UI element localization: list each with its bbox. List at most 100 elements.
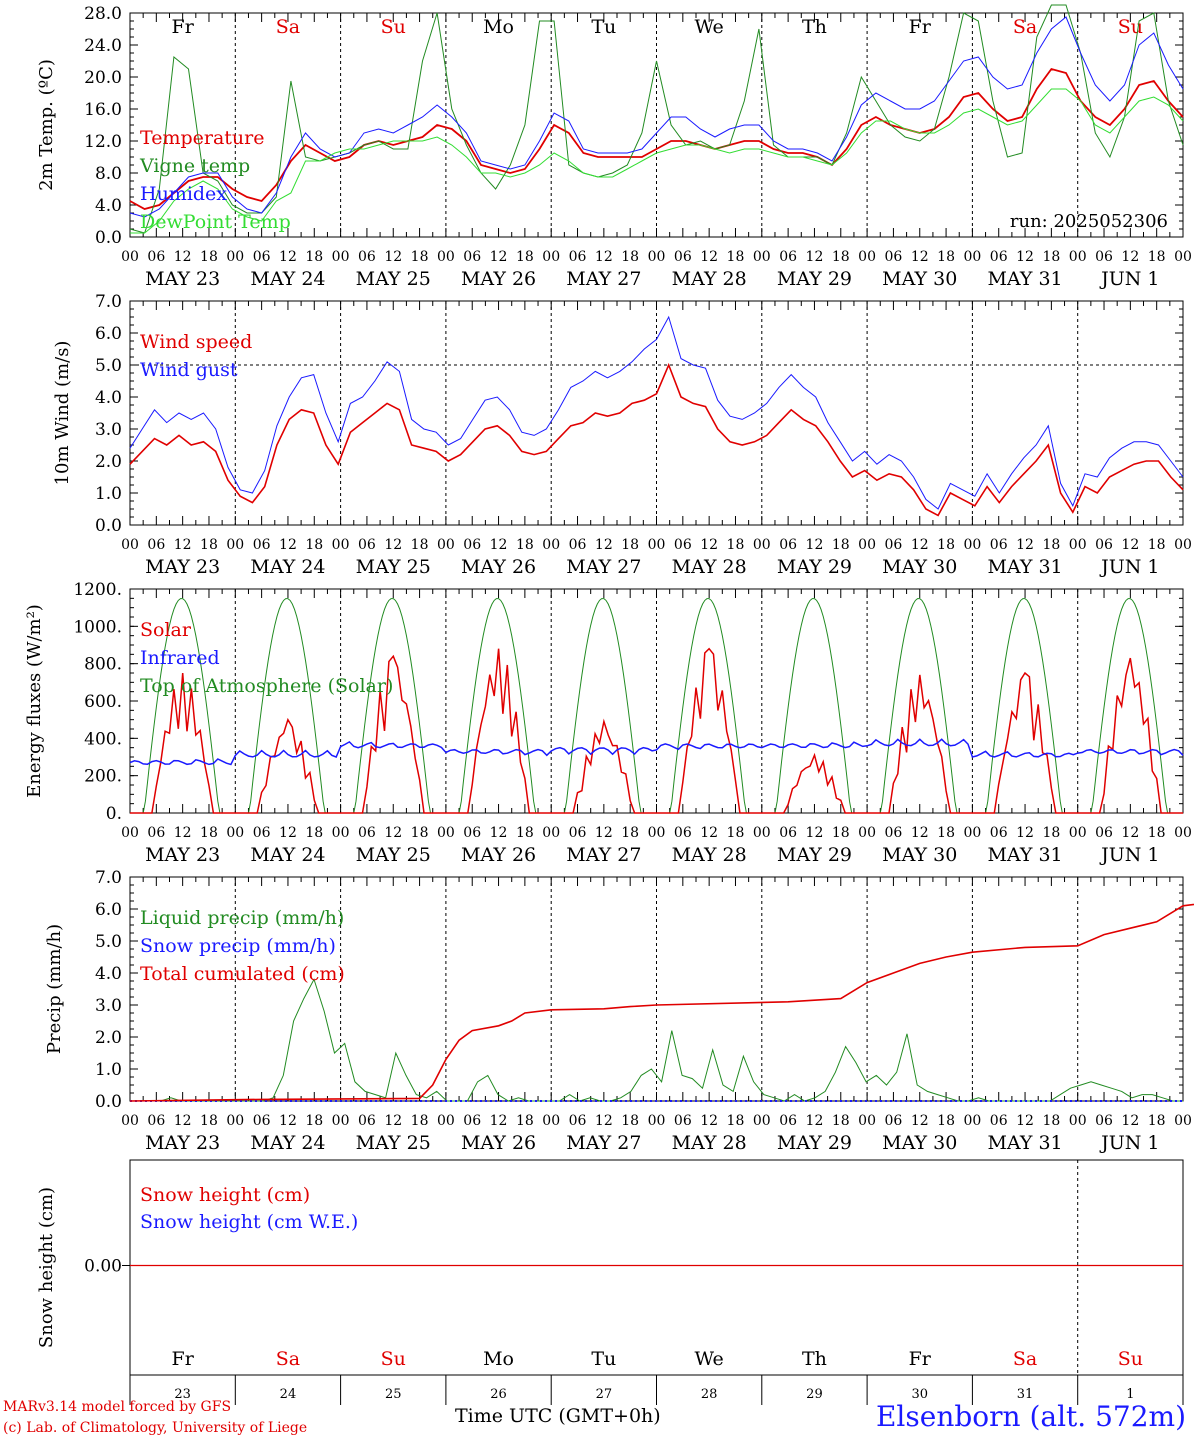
- day-number-label: 27: [596, 1387, 613, 1402]
- hour-tick-label: 12: [595, 537, 613, 553]
- hour-tick-label: 06: [147, 537, 165, 553]
- station-name: Elsenborn (alt. 572m): [875, 1400, 1186, 1433]
- date-label: JUN 1: [1099, 556, 1159, 578]
- weekday-label: Fr: [909, 1348, 932, 1370]
- hour-tick-label: 12: [700, 1113, 718, 1129]
- hour-tick-label: 00: [648, 537, 666, 553]
- date-label: MAY 31: [987, 844, 1062, 866]
- hour-tick-label: 12: [490, 249, 508, 265]
- hour-tick-label: 00: [1174, 249, 1192, 265]
- hour-tick-label: 12: [1016, 249, 1034, 265]
- hour-tick-label: 12: [595, 825, 613, 841]
- hour-tick-label: 06: [358, 249, 376, 265]
- day-number-label: 29: [806, 1387, 823, 1402]
- hour-tick-label: 12: [806, 1113, 824, 1129]
- legend-entry: Snow height (cm W.E.): [140, 1211, 358, 1233]
- y-tick-label: 0.0: [95, 228, 122, 248]
- y-tick-label: 5.0: [95, 356, 122, 376]
- date-label: MAY 31: [987, 1132, 1062, 1154]
- hour-tick-label: 06: [990, 825, 1008, 841]
- weekday-label: Su: [1118, 16, 1143, 38]
- hour-tick-label: 18: [937, 825, 955, 841]
- hour-tick-label: 06: [779, 825, 797, 841]
- panel-3: 00 06 12 18 00 06 12 18 00 06 12 18 00 06 12 18 00 06 12 18…: [121, 588, 1192, 866]
- legend-entry: Total cumulated (cm): [140, 963, 345, 985]
- hour-tick-label: 18: [1148, 825, 1166, 841]
- hour-tick-label: 12: [279, 249, 297, 265]
- hour-tick-label: 12: [700, 825, 718, 841]
- y-tick-label: 20.0: [84, 68, 122, 88]
- y-tick-label: 24.0: [84, 36, 122, 56]
- hour-tick-label: 18: [832, 249, 850, 265]
- date-label: MAY 27: [566, 556, 641, 578]
- y-tick-label: 5.0: [95, 932, 122, 952]
- hour-tick-label: 18: [411, 537, 429, 553]
- hour-tick-label: 18: [516, 537, 534, 553]
- hour-tick-label: 12: [806, 537, 824, 553]
- hour-tick-label: 00: [542, 537, 560, 553]
- hour-tick-label: 18: [200, 1113, 218, 1129]
- hour-tick-label: 18: [200, 825, 218, 841]
- hour-tick-label: 18: [1042, 249, 1060, 265]
- hour-tick-label: 12: [1016, 1113, 1034, 1129]
- hour-tick-label: 00: [963, 537, 981, 553]
- day-number-label: 24: [280, 1387, 297, 1402]
- hour-tick-label: 12: [174, 249, 192, 265]
- weekday-label: Fr: [172, 1348, 195, 1370]
- hour-tick-label: 06: [990, 537, 1008, 553]
- date-label: JUN 1: [1099, 844, 1159, 866]
- weekday-label: Sa: [276, 16, 300, 38]
- hour-tick-label: 06: [463, 1113, 481, 1129]
- hour-tick-label: 18: [621, 249, 639, 265]
- y-tick-label: 2.0: [95, 452, 122, 472]
- weekday-label: Fr: [909, 16, 932, 38]
- hour-tick-label: 18: [411, 825, 429, 841]
- hour-tick-label: 00: [1174, 1113, 1192, 1129]
- hour-tick-label: 00: [963, 1113, 981, 1129]
- date-label: MAY 30: [882, 844, 957, 866]
- series-wind-speed: [129, 362, 1184, 517]
- weekday-label: Mo: [483, 16, 514, 38]
- date-label: MAY 24: [250, 268, 325, 290]
- hour-tick-label: 00: [226, 249, 244, 265]
- weekday-label: Mo: [483, 1348, 514, 1370]
- hour-tick-label: 06: [569, 249, 587, 265]
- hour-tick-label: 18: [1042, 537, 1060, 553]
- lab-credit: (c) Lab. of Climatology, University of L…: [3, 1420, 308, 1436]
- hour-tick-label: 00: [1069, 249, 1087, 265]
- weekday-label: Th: [802, 16, 827, 38]
- hour-tick-label: 00: [437, 537, 455, 553]
- hour-tick-label: 12: [490, 537, 508, 553]
- y-tick-label: 1.0: [95, 1060, 122, 1080]
- y-axis-label: 2m Temp. (ºC): [36, 59, 57, 191]
- hour-tick-label: 12: [911, 249, 929, 265]
- date-label: MAY 27: [566, 844, 641, 866]
- y-tick-label: 28.0: [84, 4, 122, 24]
- weekday-label: We: [695, 1348, 724, 1370]
- day-number-label: 28: [701, 1387, 718, 1402]
- weekday-label: Tu: [591, 1348, 616, 1370]
- date-label: MAY 23: [145, 556, 220, 578]
- hour-tick-label: 18: [832, 537, 850, 553]
- y-tick-label: 7.0: [95, 868, 122, 888]
- date-label: MAY 29: [777, 844, 852, 866]
- legend-entry: DewPoint Temp: [140, 211, 291, 233]
- weekday-label: Sa: [1013, 1348, 1037, 1370]
- hour-tick-label: 12: [490, 1113, 508, 1129]
- hour-tick-label: 18: [621, 537, 639, 553]
- day-number-label: 31: [1017, 1387, 1034, 1402]
- hour-tick-label: 12: [595, 1113, 613, 1129]
- hour-tick-label: 06: [1095, 1113, 1113, 1129]
- hour-tick-label: 18: [305, 249, 323, 265]
- hour-tick-label: 00: [332, 249, 350, 265]
- date-label: MAY 28: [672, 1132, 747, 1154]
- date-label: JUN 1: [1099, 1132, 1159, 1154]
- hour-tick-label: 00: [332, 825, 350, 841]
- legend-entry: Wind gust: [140, 359, 238, 381]
- y-axis-label: 10m Wind (m/s): [52, 341, 73, 486]
- hour-tick-label: 06: [779, 1113, 797, 1129]
- weekday-label: Tu: [591, 16, 616, 38]
- series-dewpoint-temp: [130, 88, 1184, 234]
- panel-frame: [129, 300, 1184, 526]
- hour-tick-label: 06: [358, 537, 376, 553]
